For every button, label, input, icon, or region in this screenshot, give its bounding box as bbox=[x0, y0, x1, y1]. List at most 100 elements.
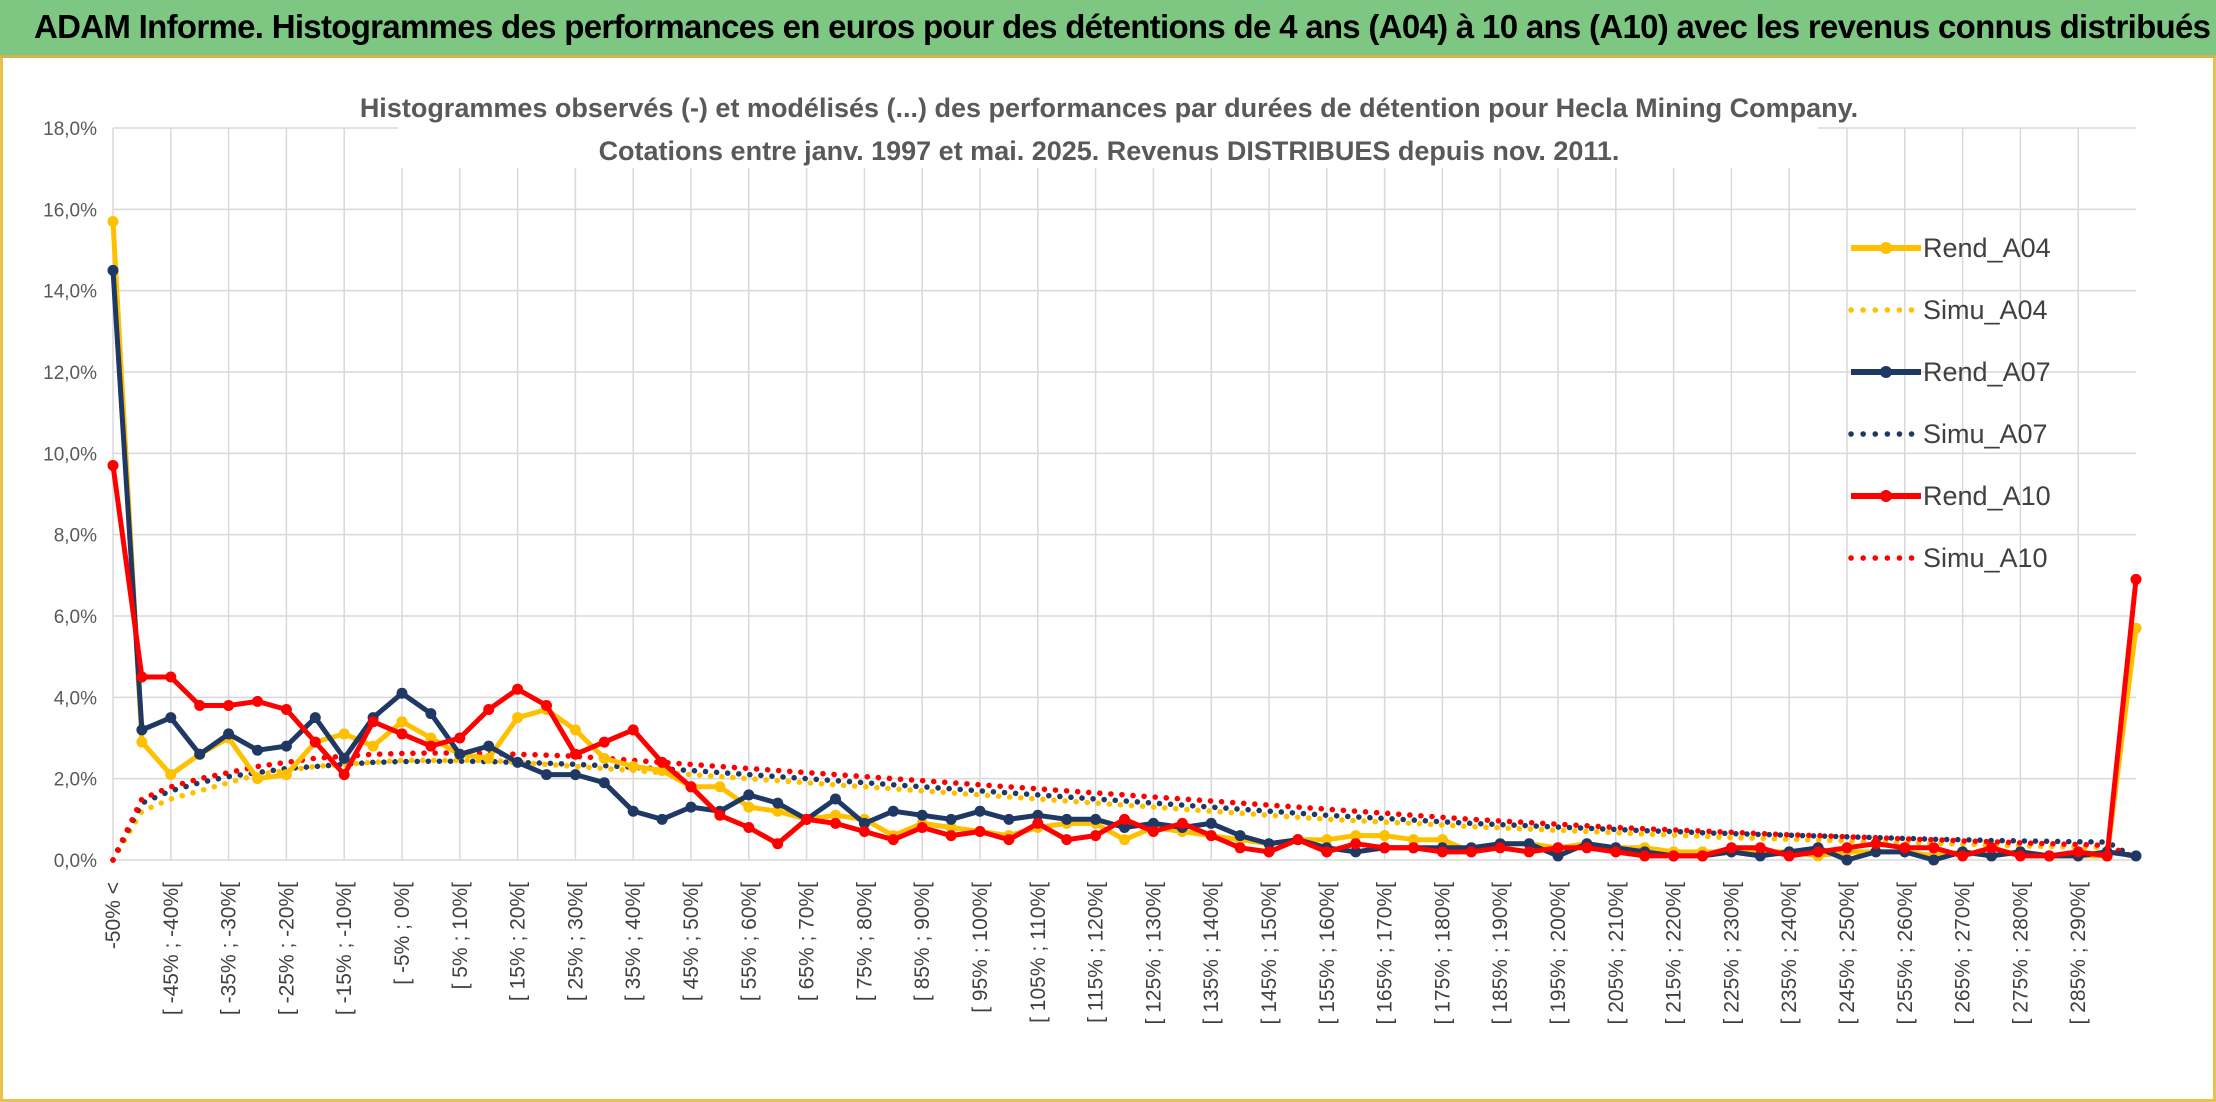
data-point bbox=[1523, 838, 1535, 850]
data-point bbox=[1061, 834, 1073, 846]
data-point bbox=[483, 752, 495, 764]
data-point bbox=[1986, 850, 1997, 862]
chart-frame: 0,0% 2,0% 4,0% 6,0% 8,0% 10,0% 12,0% 14,0% 16,0%… bbox=[0, 58, 2216, 1102]
x-tick-label: [ 285% ; 290%[ bbox=[2067, 882, 2090, 1025]
data-point bbox=[2130, 573, 2142, 585]
data-point bbox=[1523, 846, 1535, 858]
data-point bbox=[627, 760, 639, 772]
data-point bbox=[541, 769, 552, 781]
data-point bbox=[2130, 850, 2142, 862]
chart: 0,0% 2,0% 4,0% 6,0% 8,0% 10,0% 12,0% 14,0% 16,0%… bbox=[43, 86, 2142, 1025]
y-tick-label: 0,0% bbox=[54, 851, 97, 872]
legend-item-simu_a07: Simu_A07 bbox=[1848, 419, 2048, 449]
y-tick-label: 18,0% bbox=[43, 119, 97, 140]
data-point bbox=[425, 732, 437, 744]
data-point bbox=[945, 813, 957, 825]
data-point bbox=[1552, 850, 1564, 862]
series-layer bbox=[107, 216, 2142, 866]
data-point bbox=[1205, 830, 1217, 842]
data-point bbox=[2043, 850, 2055, 862]
data-point bbox=[772, 838, 784, 850]
data-point bbox=[945, 821, 957, 833]
data-point bbox=[1986, 842, 1997, 854]
chart-title: Histogrammes observés (-) et modélisés (… bbox=[360, 93, 1858, 123]
legend-marker bbox=[1880, 366, 1892, 378]
gridlines bbox=[112, 127, 2136, 861]
data-point bbox=[1263, 838, 1275, 850]
y-tick-label: 8,0% bbox=[54, 526, 97, 547]
x-tick-label: [ 105% ; 110%[ bbox=[1027, 882, 1050, 1023]
data-point bbox=[656, 756, 668, 768]
data-point bbox=[483, 740, 495, 752]
data-point bbox=[396, 716, 408, 728]
data-point bbox=[1350, 846, 1362, 858]
legend-marker bbox=[1880, 242, 1892, 254]
series-line-rend_a10 bbox=[110, 465, 2139, 859]
data-point bbox=[223, 728, 235, 740]
y-tick-label: 10,0% bbox=[43, 444, 97, 465]
x-tick-label: [ 85% ; 90%[ bbox=[911, 882, 934, 1001]
data-point bbox=[830, 809, 841, 821]
data-point bbox=[1032, 809, 1044, 821]
data-point bbox=[2014, 850, 2026, 862]
header-banner: ADAM Informe. Histogrammes des performan… bbox=[0, 0, 2216, 58]
data-point bbox=[1754, 842, 1766, 854]
page-title: ADAM Informe. Histogrammes des performan… bbox=[34, 8, 2211, 45]
data-point bbox=[1119, 834, 1130, 846]
legend-item-rend_a04: Rend_A04 bbox=[1851, 233, 2051, 263]
data-point bbox=[569, 724, 581, 736]
data-point bbox=[1697, 850, 1708, 862]
data-point bbox=[1234, 842, 1246, 854]
data-point bbox=[830, 793, 841, 805]
data-point bbox=[1928, 854, 1940, 866]
data-point bbox=[1003, 834, 1015, 846]
series-rend_a07 bbox=[107, 264, 2142, 866]
y-tick-label: 14,0% bbox=[43, 282, 97, 303]
x-tick-label: [ 195% ; 200%[ bbox=[1547, 882, 1570, 1025]
data-point bbox=[165, 769, 177, 781]
data-point bbox=[1957, 850, 1969, 862]
data-point bbox=[252, 773, 263, 785]
data-point bbox=[483, 704, 495, 716]
data-point bbox=[2072, 846, 2084, 858]
data-point bbox=[1725, 842, 1737, 854]
x-tick-label: [ 75% ; 80%[ bbox=[853, 882, 876, 1001]
y-tick-label: 6,0% bbox=[54, 607, 97, 628]
x-tick-label: [ 25% ; 30%[ bbox=[564, 882, 587, 1001]
x-tick-label: [ 205% ; 210%[ bbox=[1605, 882, 1628, 1025]
data-point bbox=[107, 460, 119, 472]
data-point bbox=[107, 216, 119, 228]
data-point bbox=[136, 724, 148, 736]
series-line-simu_a04 bbox=[110, 757, 2139, 863]
x-tick-label: [ 5% ; 10%[ bbox=[449, 882, 472, 990]
data-point bbox=[569, 769, 581, 781]
x-tick-label: [ 35% ; 40%[ bbox=[622, 882, 645, 1001]
data-point bbox=[685, 781, 697, 793]
data-point bbox=[1321, 834, 1333, 846]
x-tick-label: [ 185% ; 190%[ bbox=[1489, 882, 1512, 1025]
data-point bbox=[194, 699, 206, 711]
data-point bbox=[1292, 834, 1304, 846]
data-point bbox=[425, 708, 437, 720]
data-point bbox=[107, 264, 119, 276]
data-point bbox=[396, 687, 408, 699]
legend-label: Simu_A04 bbox=[1923, 295, 2048, 325]
x-tick-label: [ 65% ; 70%[ bbox=[796, 882, 819, 1001]
data-point bbox=[945, 830, 957, 842]
data-point bbox=[1119, 821, 1130, 833]
data-point bbox=[2101, 850, 2113, 862]
legend-item-simu_a10: Simu_A10 bbox=[1848, 543, 2048, 573]
x-tick-label: [ 135% ; 140%[ bbox=[1200, 882, 1223, 1025]
data-point bbox=[396, 728, 408, 740]
x-tick-label: [ 225% ; 230%[ bbox=[1720, 882, 1743, 1025]
legend-item-rend_a10: Rend_A10 bbox=[1851, 481, 2051, 511]
data-point bbox=[1610, 846, 1622, 858]
data-point bbox=[194, 748, 206, 760]
data-point bbox=[512, 683, 524, 695]
data-point bbox=[1176, 817, 1188, 829]
data-point bbox=[309, 736, 321, 748]
data-point bbox=[1436, 834, 1448, 846]
legend-marker bbox=[1880, 490, 1892, 502]
x-tick-label: [ 265% ; 270%[ bbox=[1952, 882, 1975, 1025]
legend-label: Rend_A07 bbox=[1923, 357, 2051, 387]
